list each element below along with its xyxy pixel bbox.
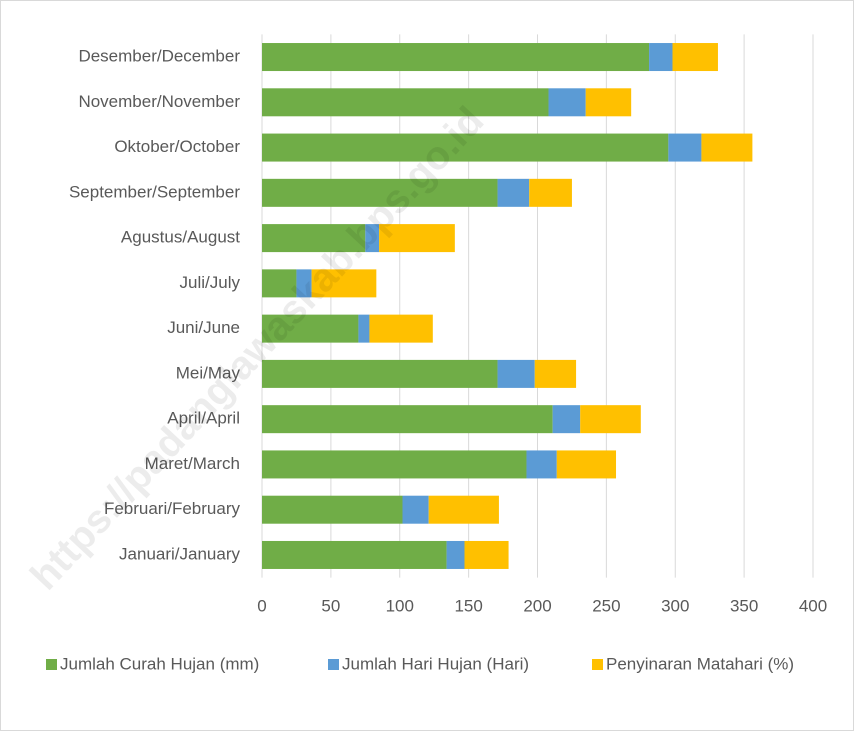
x-tick-label: 50 [321,596,340,615]
y-tick-label: Juli/July [180,273,241,292]
bar-segment [262,43,650,72]
y-tick-label: November/November [78,92,240,111]
y-tick-label: September/September [69,182,240,201]
bar-segment [464,540,509,569]
bar-segment [529,178,572,207]
bar-segment [585,88,632,117]
bar-segment [526,450,557,479]
x-tick-label: 0 [257,596,266,615]
bar-segment [402,495,429,524]
bar-segment [446,540,465,569]
bar-segment [580,405,641,434]
y-tick-label: Desember/December [78,47,240,66]
bar-segment [262,495,403,524]
y-tick-label: Mei/May [176,363,241,382]
y-tick-label: Juni/June [167,318,240,337]
x-tick-label: 400 [799,596,827,615]
bar-segment [497,178,530,207]
bar-segment [668,133,702,162]
bar-segment [262,405,553,434]
bar-segment [497,359,535,388]
legend-swatch [328,659,339,670]
y-tick-label: Januari/January [119,544,240,563]
bar-segment [556,450,617,479]
legend-label: Jumlah Hari Hujan (Hari) [342,654,529,673]
bar-segment [262,359,498,388]
x-tick-label: 200 [523,596,551,615]
bar-segment [262,224,366,253]
legend-label: Penyinaran Matahari (%) [606,654,794,673]
legend-swatch [46,659,57,670]
bar-segment [701,133,753,162]
y-tick-label: Maret/March [145,454,240,473]
x-tick-label: 350 [730,596,758,615]
bar-segment [262,269,297,298]
bar-segment [262,133,669,162]
bar-segment [672,43,718,72]
bar-segment [296,269,312,298]
x-tick-label: 100 [386,596,414,615]
bar-segment [379,224,455,253]
y-tick-label: April/April [167,409,240,428]
y-tick-label: Februari/February [104,499,241,518]
bar-segment [262,450,527,479]
bar-segment [262,314,359,343]
x-tick-label: 300 [661,596,689,615]
legend-label: Jumlah Curah Hujan (mm) [60,654,259,673]
y-tick-label: Agustus/August [121,228,240,247]
bar-segment [365,224,380,253]
bar-segment [358,314,370,343]
bar-segment [262,178,498,207]
x-tick-label: 150 [454,596,482,615]
bar-segment [262,88,549,117]
bar-segment [534,359,577,388]
bar-segment [548,88,586,117]
x-tick-label: 250 [592,596,620,615]
bar-segment [262,540,447,569]
bar-segment [369,314,433,343]
bar-segment [552,405,581,434]
legend-swatch [592,659,603,670]
bar-segment [649,43,673,72]
y-tick-label: Oktober/October [114,137,240,156]
bar-segment [311,269,377,298]
bar-segment [428,495,499,524]
